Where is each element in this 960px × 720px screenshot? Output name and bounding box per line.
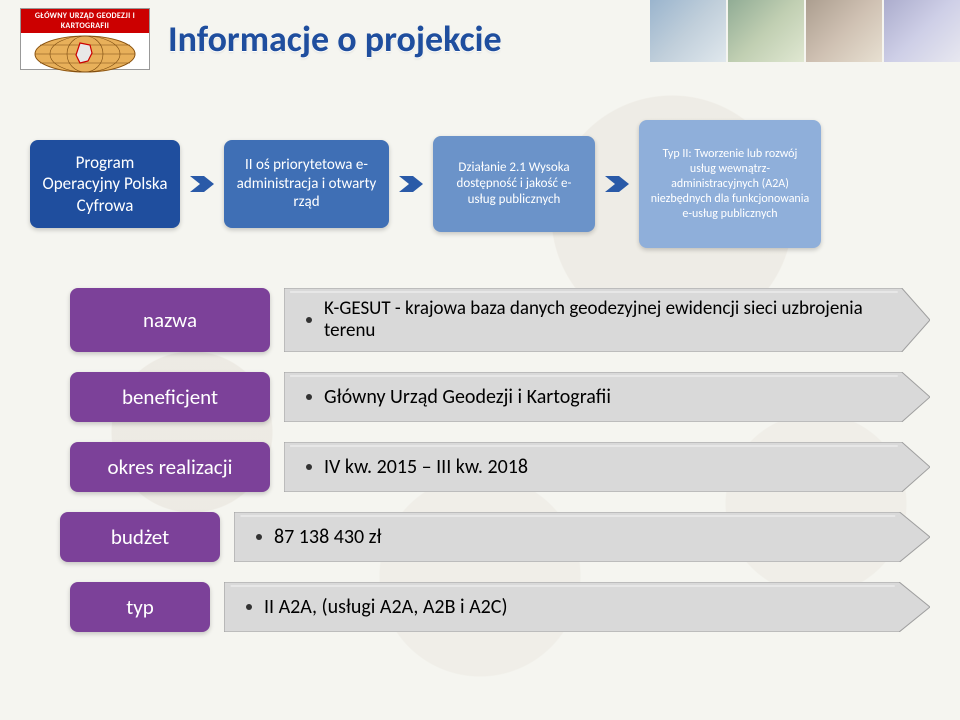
detail-value: 87 138 430 zł <box>256 512 890 562</box>
detail-arrow: IV kw. 2015 – III kw. 2018 <box>284 442 930 492</box>
flow-box-1: II oś priorytetowa e-administracja i otw… <box>224 140 389 228</box>
detail-text: IV kw. 2015 – III kw. 2018 <box>324 456 528 479</box>
detail-text: Główny Urząd Geodezji i Kartografii <box>324 386 611 409</box>
chevron-right-icon <box>603 172 631 196</box>
flow-box-2: Działanie 2.1 Wysoka dostępność i jakość… <box>433 136 595 232</box>
detail-label: typ <box>70 582 210 632</box>
detail-text: 87 138 430 zł <box>274 526 382 549</box>
detail-value: IV kw. 2015 – III kw. 2018 <box>306 442 890 492</box>
detail-row-4: typ II A2A, (usługi A2A, A2B i A2C) <box>70 582 930 632</box>
globe-icon <box>21 33 149 75</box>
flow-row: Program Operacyjny Polska Cyfrowa II oś p… <box>0 70 960 248</box>
chevron-right-icon <box>188 172 216 196</box>
flow-box-3: Typ II: Tworzenie lub rozwój usług wewną… <box>639 120 821 248</box>
detail-row-3: budżet 87 138 430 zł <box>60 512 930 562</box>
detail-row-1: beneficjent Główny Urząd Geodezji i Karto… <box>70 372 930 422</box>
detail-row-2: okres realizacji IV kw. 2015 – III kw. 20… <box>70 442 930 492</box>
detail-arrow: K-GESUT - krajowa baza danych geodezyjne… <box>284 288 930 352</box>
detail-value: Główny Urząd Geodezji i Kartografii <box>306 372 890 422</box>
details-section: nazwa K-GESUT - krajowa baza danych geode… <box>0 248 960 632</box>
header: GŁÓWNY URZĄD GEODEZJI I KARTOGRAFII Info… <box>0 0 960 70</box>
bullet-icon <box>306 464 312 470</box>
detail-row-0: nazwa K-GESUT - krajowa baza danych geode… <box>70 288 930 352</box>
detail-value: II A2A, (usługi A2A, A2B i A2C) <box>246 582 890 632</box>
detail-arrow: II A2A, (usługi A2A, A2B i A2C) <box>224 582 930 632</box>
page-title: Informacje o projekcie <box>168 17 502 61</box>
logo: GŁÓWNY URZĄD GEODEZJI I KARTOGRAFII <box>20 8 150 70</box>
detail-text: K-GESUT - krajowa baza danych geodezyjne… <box>324 298 890 342</box>
bullet-icon <box>256 534 262 540</box>
detail-label: okres realizacji <box>70 442 270 492</box>
bullet-icon <box>306 394 312 400</box>
logo-title: GŁÓWNY URZĄD GEODEZJI I KARTOGRAFII <box>21 9 149 33</box>
bullet-icon <box>306 317 312 323</box>
detail-text: II A2A, (usługi A2A, A2B i A2C) <box>264 596 508 619</box>
chevron-right-icon <box>397 172 425 196</box>
bullet-icon <box>246 604 252 610</box>
detail-label: beneficjent <box>70 372 270 422</box>
detail-value: K-GESUT - krajowa baza danych geodezyjne… <box>306 288 890 352</box>
detail-arrow: Główny Urząd Geodezji i Kartografii <box>284 372 930 422</box>
detail-label: budżet <box>60 512 220 562</box>
detail-label: nazwa <box>70 288 270 352</box>
detail-arrow: 87 138 430 zł <box>234 512 930 562</box>
flow-box-0: Program Operacyjny Polska Cyfrowa <box>30 140 180 228</box>
